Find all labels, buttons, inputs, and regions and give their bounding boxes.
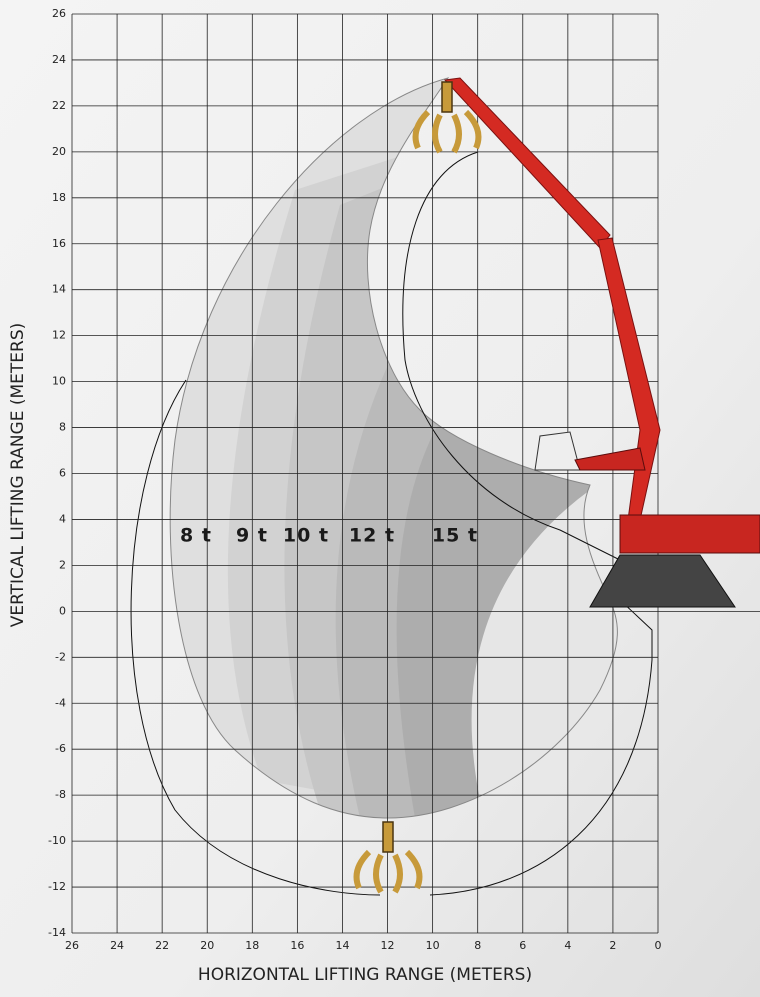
y-tick-label: -10 (48, 834, 66, 847)
load-label: 8 t (180, 525, 212, 547)
zone (471, 78, 618, 818)
y-tick-label: 24 (52, 53, 66, 66)
envelope (169, 77, 618, 819)
grid (71, 13, 760, 934)
y-tick-label: -2 (55, 650, 66, 663)
x-tick-label: 16 (290, 939, 304, 952)
grapple-top (412, 81, 482, 154)
y-tick-label: 0 (59, 604, 66, 617)
load-label: 9 t (236, 525, 268, 547)
crane-stick (443, 77, 611, 249)
y-tick-label: 4 (59, 512, 66, 525)
labels: 26 24 22 20 18 16 14 12 10 8 6 4 2 0-14-12-10-8-6-4-2… (48, 7, 661, 952)
y-tick-label: 26 (52, 7, 66, 20)
load-label: 10 t (283, 525, 329, 547)
x-tick-label: 0 (655, 939, 662, 952)
load-label: 15 t (432, 525, 478, 547)
cab-arm (574, 447, 646, 471)
y-tick-label: 18 (52, 191, 66, 204)
y-tick-label: -14 (48, 926, 66, 939)
y-tick-label: -6 (55, 742, 66, 755)
y-tick-label: 8 (59, 421, 66, 434)
y-tick-label: -4 (55, 696, 66, 709)
crane-cab (534, 431, 581, 471)
y-tick-label: 22 (52, 99, 66, 112)
y-tick-label: 12 (52, 329, 66, 342)
y-tick-label: -8 (55, 788, 66, 801)
x-tick-label: 14 (335, 939, 349, 952)
y-axis-title: VERTICAL LIFTING RANGE (METERS) (8, 323, 28, 628)
y-tick-label: 6 (59, 467, 66, 480)
x-tick-label: 10 (426, 939, 440, 952)
crane (353, 77, 760, 894)
x-tick-label: 24 (110, 939, 124, 952)
x-tick-label: 26 (65, 939, 79, 952)
y-tick-label: -12 (48, 880, 66, 893)
crane-base (589, 554, 736, 608)
y-tick-label: 20 (52, 145, 66, 158)
load-label: 12 t (349, 525, 395, 547)
y-tick-label: 14 (52, 283, 66, 296)
reach-line (130, 379, 653, 896)
x-tick-label: 20 (200, 939, 214, 952)
y-tick-label: 10 (52, 375, 66, 388)
x-tick-label: 6 (519, 939, 526, 952)
x-axis-title: HORIZONTAL LIFTING RANGE (METERS) (198, 965, 532, 985)
x-tick-label: 18 (245, 939, 259, 952)
y-tick-label: 2 (59, 558, 66, 571)
x-tick-label: 8 (474, 939, 481, 952)
x-tick-label: 2 (609, 939, 616, 952)
grapple-bottom (353, 821, 423, 894)
x-tick-label: 22 (155, 939, 169, 952)
crane-body (619, 514, 760, 554)
x-tick-label: 4 (564, 939, 571, 952)
x-tick-label: 12 (381, 939, 395, 952)
y-tick-label: 16 (52, 237, 66, 250)
